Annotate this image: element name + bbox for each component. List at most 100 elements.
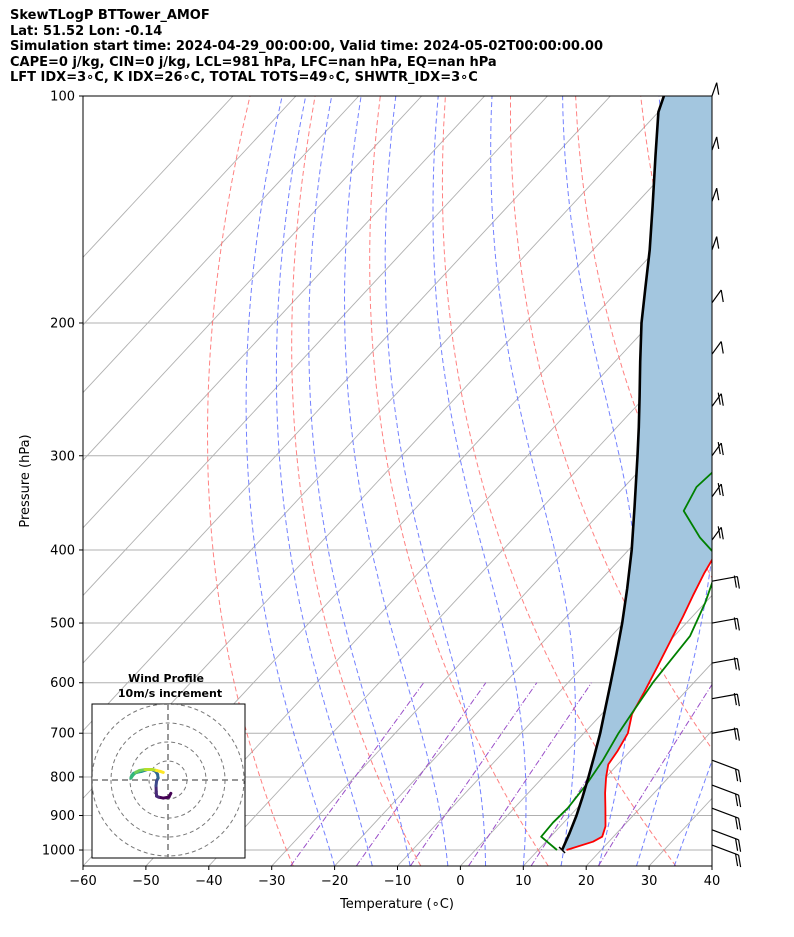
isotherm-line [397, 527, 712, 866]
moist-adiabat [384, 96, 487, 866]
mixing-ratio-line [290, 682, 425, 866]
station-location: Lat: 51.52 Lon: -0.14 [10, 23, 163, 39]
x-tick-label: 0 [456, 874, 464, 889]
wind-barb [711, 526, 724, 541]
x-tick-label: −50 [132, 874, 159, 889]
x-tick-label: 20 [578, 874, 595, 889]
mixing-ratio-line [355, 682, 487, 866]
convective-params: CAPE=0 j/kg, CIN=0 j/kg, LCL=981 hPa, LF… [10, 54, 497, 70]
wind-barb [711, 829, 742, 852]
y-tick-label: 300 [50, 449, 75, 464]
isotherm-line [83, 96, 234, 258]
profile-lines [540, 96, 712, 854]
isotherm-line [460, 594, 712, 866]
wind-barb [711, 727, 740, 741]
wind-barb [711, 392, 724, 407]
mixing-ratio-line [597, 683, 712, 866]
isotherm-line [83, 96, 674, 732]
isotherm-line [83, 96, 485, 529]
simulation-times: Simulation start time: 2024-04-29_00:00:… [10, 39, 603, 54]
axes: −60 −50 −40 −30 −20 −10 0 10 20 30 40 1000 900 800 700… [42, 90, 720, 890]
dry-adiabat [771, 96, 794, 866]
isotherm-line [83, 96, 548, 597]
moist-adiabat [275, 96, 373, 866]
isotherm-line [145, 256, 712, 866]
y-tick-label: 500 [50, 617, 75, 632]
wind-barb [711, 341, 724, 355]
dry-adiabat [510, 96, 712, 750]
isotherm-line [522, 662, 712, 866]
wind-barb [711, 82, 720, 97]
wind-barb [711, 617, 740, 631]
dry-adiabat [441, 96, 677, 866]
cape-cin-shading [562, 96, 712, 850]
dry-adiabat [705, 96, 712, 134]
wind-barb [711, 575, 740, 589]
wind-profile-inset: Wind Profile 10m/s increment [91, 672, 246, 859]
isotherm-line [711, 865, 712, 866]
dry-adiabat [206, 96, 294, 866]
stability-indices: LFT IDX=3∘C, K IDX=26∘C, TOTAL TOTS=49∘C… [10, 70, 478, 85]
dry-adiabat [291, 96, 422, 866]
y-tick-label: 900 [50, 809, 75, 824]
moist-adiabat [245, 96, 336, 866]
x-tick-label: 10 [515, 874, 532, 889]
moist-adiabat [673, 759, 712, 866]
wind-barb [711, 441, 724, 457]
surface-marker [558, 846, 566, 854]
temperature-line [566, 558, 712, 851]
x-tick-label: −10 [384, 874, 411, 889]
isotherm-line [83, 96, 360, 394]
moist-adiabat [308, 96, 411, 866]
isotherm-line [83, 96, 297, 326]
isotherm-line [334, 459, 712, 866]
inset-subtitle: 10m/s increment [118, 687, 222, 700]
dry-adiabat [369, 96, 549, 866]
background-lines [83, 96, 794, 866]
x-tick-label: −20 [321, 874, 348, 889]
mixing-ratio-line [409, 682, 538, 866]
hodograph-segment [158, 769, 165, 774]
isotherm-line [271, 391, 712, 866]
y-axis-label: Pressure (hPa) [18, 434, 33, 527]
wind-barb [711, 759, 742, 783]
moist-adiabat [636, 96, 712, 866]
x-tick-label: 30 [641, 874, 658, 889]
wind-barb [711, 844, 742, 868]
isotherm-line [208, 324, 712, 866]
y-tick-label: 100 [50, 90, 75, 105]
wind-barb [711, 807, 742, 831]
wind-barb [711, 236, 720, 251]
cin-shade-area [562, 96, 712, 850]
isotherm-line [585, 730, 712, 866]
inset-title: Wind Profile [128, 672, 204, 685]
parcel-line [560, 96, 666, 851]
wind-barbs [711, 82, 742, 868]
wind-barb [711, 187, 720, 202]
x-axis-label: Temperature (∘C) [339, 897, 454, 912]
moist-adiabat [490, 96, 576, 866]
y-tick-label: 200 [50, 316, 75, 331]
y-tick-label: 600 [50, 676, 75, 691]
wind-barb [711, 482, 724, 498]
chart-title: SkewTLogP BTTower_AMOF [10, 8, 210, 23]
chart-header: SkewTLogP BTTower_AMOF Lat: 51.52 Lon: -… [10, 8, 603, 86]
y-tick-label: 400 [50, 543, 75, 558]
moist-adiabat [432, 96, 527, 866]
x-tick-label: 40 [704, 874, 721, 889]
wind-barb [711, 136, 720, 151]
wind-barb [711, 784, 742, 808]
mixing-ratio-line [530, 682, 651, 866]
wind-barb [711, 289, 724, 304]
isotherm-line [83, 96, 611, 664]
y-tick-label: 700 [50, 727, 75, 742]
x-tick-label: −30 [258, 874, 285, 889]
moist-adiabat [343, 96, 449, 866]
y-tick-label: 800 [50, 770, 75, 785]
wind-barb [711, 693, 740, 707]
x-tick-label: −40 [195, 874, 222, 889]
isotherm-line [83, 96, 423, 461]
dewpoint-line [540, 471, 712, 851]
wind-barb [711, 657, 740, 671]
